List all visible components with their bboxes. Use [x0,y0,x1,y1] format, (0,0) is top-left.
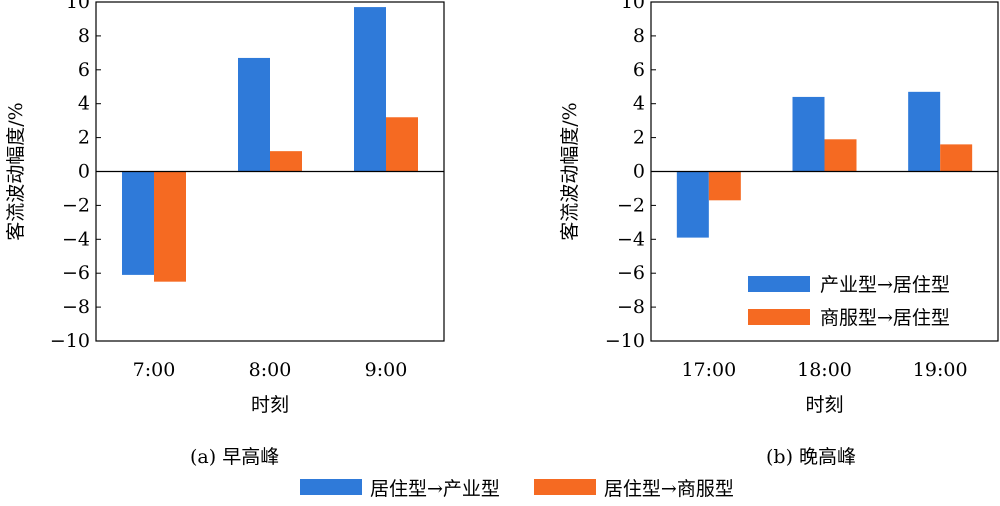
y-tick-label: −2 [62,194,90,216]
y-tick-label: 4 [633,93,645,115]
x-tick-label: 9:00 [365,359,408,381]
y-tick-label: −4 [617,228,645,250]
bar-blue-700 [122,171,154,275]
legend-label: 居住型→商服型 [603,477,734,500]
bar-orange-900 [386,117,418,172]
y-tick-label: 0 [633,161,645,183]
legend-item-residential-to-commercial: 居住型→商服型 [533,474,734,501]
y-axis-label: 客流波动幅度/% [559,102,581,240]
x-tick-label: 8:00 [249,359,292,381]
y-tick-label: 8 [78,25,90,47]
x-axis-label: 时刻 [805,394,843,416]
bar-blue-900 [354,7,386,172]
caption-a: (a) 早高峰 [190,446,280,468]
inner-legend-label: 商服型→居住型 [820,307,950,329]
inner-legend-label: 产业型→居住型 [820,274,950,296]
legend-item-residential-to-industrial: 居住型→产业型 [300,474,500,501]
inner-legend-swatch-blue [748,276,810,292]
y-tick-label: 0 [78,161,90,183]
y-tick-label: −4 [62,228,90,250]
bar-blue-1900 [908,91,941,172]
y-tick-label: 6 [78,59,90,81]
y-tick-label: −6 [62,262,90,284]
y-tick-label: −2 [617,194,645,216]
legend-swatch-blue [300,479,362,495]
y-tick-label: −8 [617,296,645,318]
y-tick-label: 8 [633,25,645,47]
legend-swatch-orange [533,479,596,495]
bar-orange-1900 [940,144,973,172]
x-tick-label: 17:00 [681,359,736,381]
bar-orange-800 [270,151,302,172]
y-tick-label: −6 [617,262,645,284]
x-axis-label: 时刻 [251,394,289,416]
bar-orange-1700 [708,171,741,201]
bottom-legend: 居住型→产业型 居住型→商服型 [300,474,768,500]
caption-b: (b) 晚高峰 [766,446,857,468]
bar-blue-800 [238,57,270,172]
y-axis-label: 客流波动幅度/% [5,102,27,240]
y-tick-label: −8 [62,296,90,318]
inner-legend-swatch-orange [748,309,810,325]
y-tick-label: −10 [50,330,90,352]
y-tick-label: 4 [78,93,90,115]
y-tick-label: 10 [66,0,90,13]
x-tick-label: 18:00 [797,359,852,381]
bar-orange-700 [154,171,186,282]
figure-canvas: 7:00 8:00 9:00 10 8 6 4 2 0 −2 −4 −6 −8 −10 时刻 客流波动幅度/%… [5,0,999,416]
y-tick-label: 2 [633,127,645,149]
x-tick-label: 19:00 [913,359,968,381]
bar-blue-1800 [792,96,825,172]
bar-blue-1700 [676,171,709,238]
bar-orange-1800 [824,139,857,172]
x-tick-label: 7:00 [133,359,176,381]
y-tick-label: 10 [621,0,645,13]
y-tick-label: 2 [78,127,90,149]
legend-label: 居住型→产业型 [370,477,500,500]
y-tick-label: 6 [633,59,645,81]
y-tick-label: −10 [605,330,645,352]
